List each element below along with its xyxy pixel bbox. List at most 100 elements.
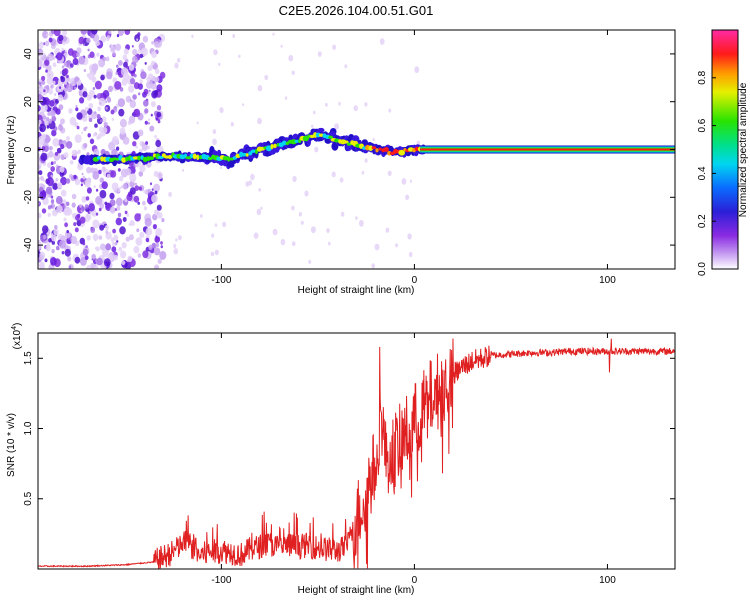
spectrogram-noise-blob — [84, 204, 89, 209]
spectrogram-noise-blob — [91, 63, 99, 72]
spectrogram-noise-blob — [59, 171, 65, 178]
spectrogram-noise-blob — [97, 106, 102, 112]
spectrogram-noise-blob — [142, 35, 149, 43]
spectrogram-noise-blob — [112, 52, 116, 57]
spectrogram-noise-blob — [124, 210, 128, 215]
spectrogram-noise-blob — [332, 44, 336, 50]
spectrogram-noise-blob — [103, 258, 111, 267]
spectrogram-noise-blob — [151, 194, 158, 203]
spectrogram-noise-blob — [219, 166, 222, 170]
spectrogram-noise-blob — [82, 242, 86, 246]
spectrogram-noise-blob — [145, 237, 150, 243]
spectrogram-noise-blob — [76, 47, 82, 54]
spectrogram-noise-blob — [338, 101, 341, 106]
spectrogram-noise-blob — [92, 87, 96, 90]
spectrogram-noise-blob — [385, 227, 390, 233]
spectrogram-noise-blob — [46, 117, 50, 121]
spectrogram-noise-blob — [253, 232, 259, 239]
snr-y-ticks: 0.5 1.0 1.5 — [23, 351, 675, 506]
spectrogram-noise-blob — [317, 51, 322, 57]
spectrogram-noise-blob — [157, 258, 162, 264]
spectrogram-noise-blob — [133, 195, 140, 203]
spectrogram-noise-blob — [62, 30, 68, 37]
spectrogram-noise-blob — [102, 56, 106, 62]
spectrogram-noise-blob — [64, 222, 68, 228]
spectrogram-noise-blob — [75, 107, 79, 112]
spectrogram-noise-blob — [55, 178, 59, 182]
spectrogram-noise-blob — [117, 212, 122, 218]
spectrogram-noise-blob — [147, 188, 151, 193]
spectrogram-noise-blob — [132, 55, 138, 63]
spectrogram-noise-blob — [117, 98, 125, 108]
spectrogram-noise-blob — [66, 141, 73, 149]
spectrogram-noise-blob — [118, 108, 125, 117]
spectrogram-ridge-blob — [328, 135, 334, 139]
spectrogram-ridge-blob — [148, 156, 155, 161]
spectrogram-noise-blob — [344, 64, 348, 69]
spectrogram-noise-blob — [174, 62, 179, 69]
spectrogram-noise-blob — [138, 92, 141, 96]
spectrogram-noise-blob — [119, 118, 127, 128]
spectrogram-noise-blob — [134, 185, 140, 192]
snr-chart: -100 0 100 0.5 1.0 1.5 Height of straight li… — [6, 323, 676, 596]
spectrogram-noise-blob — [75, 104, 78, 108]
spectrogram-noise-blob — [44, 258, 48, 263]
spectrogram-noise-blob — [88, 117, 93, 123]
spectrogram-ridge-blob — [167, 155, 173, 159]
spectrogram-noise-blob — [119, 127, 126, 135]
spectrogram-noise-blob — [38, 176, 41, 182]
spectrogram-noise-blob — [196, 121, 199, 125]
spectrogram-noise-blob — [40, 152, 48, 162]
snr-exponent-label: (x104) — [11, 323, 23, 350]
spectrogram-noise-blob — [119, 175, 124, 182]
spectrogram-noise-blob — [122, 217, 127, 222]
spectrogram-noise-blob — [149, 182, 153, 186]
spectrogram-noise-blob — [76, 52, 80, 58]
spectrogram-noise-blob — [73, 174, 77, 180]
spectrogram-noise-blob — [151, 242, 157, 249]
spectrogram-noise-blob — [122, 54, 128, 61]
spectrogram-noise-blob — [65, 178, 71, 184]
spectrogram-noise-blob — [118, 246, 123, 252]
spectrogram-noise-blob — [122, 136, 130, 145]
spectrogram-noise-blob — [292, 175, 297, 183]
spectrogram-noise-blob — [218, 62, 221, 66]
spectrogram-ridge-blob — [343, 140, 349, 144]
spectrogram-noise-blob — [64, 49, 67, 53]
spectrogram-noise-blob — [117, 30, 124, 36]
snr-x-tick-label: 100 — [599, 575, 616, 586]
spectrogram-noise-blob — [67, 256, 72, 262]
spectrogram-noise-blob — [60, 76, 66, 83]
spectrogram-noise-blob — [106, 37, 110, 42]
spectrogram-noise-blob — [155, 242, 160, 248]
spectrogram-noise-blob — [48, 150, 54, 158]
spectrogram-noise-blob — [45, 244, 51, 252]
colorbar-tick-label: 0.2 — [697, 214, 708, 228]
spectrogram-noise-blob — [128, 115, 136, 124]
spectrogram-noise-blob — [74, 178, 81, 186]
spectrogram-noise-blob — [38, 64, 41, 67]
spectrogram-noise-blob — [132, 222, 135, 226]
spectrogram-noise-blob — [95, 196, 103, 205]
spectrogram-noise-blob — [149, 125, 155, 132]
spectrogram-noise-blob — [61, 65, 65, 69]
spectrogram-noise-blob — [39, 78, 42, 83]
spectrogram-noise-blob — [86, 73, 90, 78]
spectrogram-ridge-blob — [192, 153, 197, 160]
spectrogram-x-tick-label: -100 — [211, 275, 231, 286]
spectrogram-noise-blob — [133, 245, 140, 254]
spectrogram-noise-blob — [86, 37, 91, 43]
spectrogram-noise-blob — [142, 91, 147, 98]
spectrogram-noise-blob — [41, 146, 46, 151]
spectrogram-noise-blob — [150, 113, 153, 117]
spectrogram-noise-blob — [148, 118, 151, 121]
spectrogram-noise-blob — [103, 121, 108, 128]
spectrogram-x-ticks: -100 0 100 — [211, 30, 616, 286]
spectrogram-chart: -100 0 100 -40 -20 0 20 40 Height of straight … — [6, 29, 676, 296]
spectrogram-noise-blob — [88, 102, 94, 109]
spectrogram-noise-blob — [156, 171, 163, 180]
spectrogram-noise-blob — [147, 122, 150, 125]
spectrogram-noise-blob — [52, 62, 57, 68]
spectrogram-ridge-blob — [270, 143, 274, 150]
spectrogram-noise-blob — [86, 235, 91, 241]
